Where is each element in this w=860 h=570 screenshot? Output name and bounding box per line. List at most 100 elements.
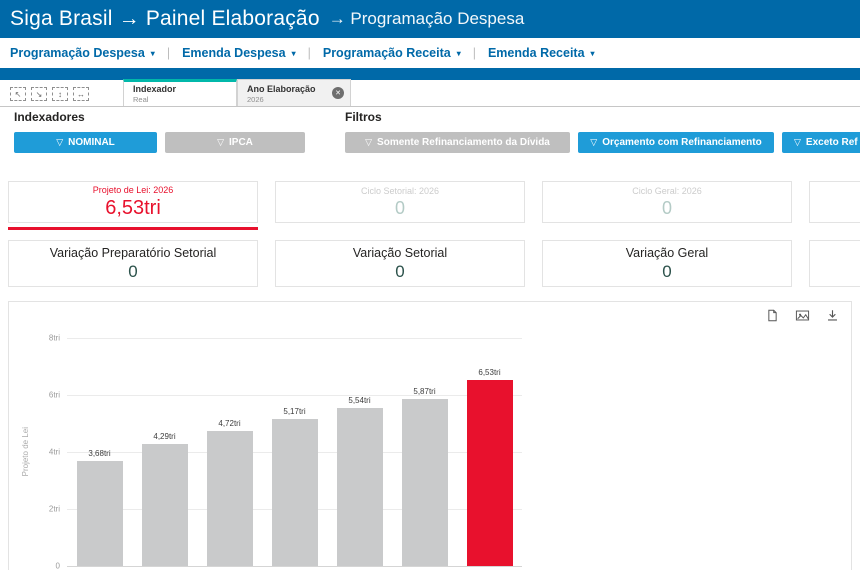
filters-section: Indexadores ▽ NOMINAL ▽ IPCA Filtros ▽ S… xyxy=(0,107,860,173)
selection-tools: ↖ ↘ ↕ ↔ xyxy=(10,87,89,106)
bar-value-label: 3,68tri xyxy=(88,449,111,459)
y-tick-label: 6tri xyxy=(48,390,60,400)
chip-title: Ano Elaboração xyxy=(247,84,316,94)
chevron-down-icon: ▾ xyxy=(456,48,461,58)
kpi-card-ciclo-geral[interactable]: Ciclo Geral: 2026 0 xyxy=(542,181,792,223)
bar-value-label: 5,54tri xyxy=(348,396,371,406)
bar[interactable] xyxy=(401,398,448,566)
nav-item-emenda-receita[interactable]: Emenda Receita ▾ xyxy=(488,46,595,60)
export-data-icon[interactable] xyxy=(766,309,779,322)
chart-actions xyxy=(766,309,839,322)
kpi-label: Variação Setorial xyxy=(352,245,448,260)
nav-item-label: Programação Receita xyxy=(322,46,451,60)
y-tick-label: 4tri xyxy=(48,447,60,457)
bar-value-label: 5,17tri xyxy=(283,406,306,416)
nav-item-programacao-receita[interactable]: Programação Receita ▾ xyxy=(323,46,461,60)
kpi-label: Projeto de Lei: 2026 xyxy=(92,184,174,195)
chip-value: 2026 xyxy=(247,95,264,104)
nominal-button[interactable]: ▽ NOMINAL xyxy=(14,132,157,153)
kpi-row-2: Variação Preparatório Setorial 0 Variaçã… xyxy=(0,240,860,287)
gridline xyxy=(67,395,522,396)
button-label: Orçamento com Refinanciamento xyxy=(602,137,762,148)
filter-chips: Indexador Real Ano Elaboração 2026 ✕ xyxy=(123,79,351,106)
bar[interactable] xyxy=(76,461,123,566)
filtros-heading: Filtros xyxy=(345,110,382,124)
kpi-card-variacao-setorial[interactable]: Variação Setorial 0 xyxy=(275,240,525,287)
reset-zoom-icon[interactable]: ↔ xyxy=(73,87,89,101)
bar-value-label: 5,87tri xyxy=(413,386,436,396)
filter-chip-indexador[interactable]: Indexador Real xyxy=(123,79,237,106)
kpi-row-1: Projeto de Lei: 2026 6,53tri Ciclo Setor… xyxy=(0,181,860,230)
image-icon[interactable] xyxy=(795,309,810,322)
kpi-card-projeto-de-lei[interactable]: Projeto de Lei: 2026 6,53tri xyxy=(8,181,258,230)
download-icon[interactable] xyxy=(826,309,839,322)
bar-group[interactable]: 4,72tri xyxy=(197,338,262,566)
kpi-value: 0 xyxy=(395,261,405,281)
indexadores-group: Indexadores ▽ NOMINAL ▽ IPCA xyxy=(14,110,305,153)
nav-item-programacao-despesa[interactable]: Programação Despesa ▾ xyxy=(10,46,155,60)
bar[interactable] xyxy=(141,443,188,566)
clear-selection-icon[interactable]: ↕ xyxy=(52,87,68,101)
filtros-group: Filtros ▽ Somente Refinanciamento da Dív… xyxy=(345,110,860,153)
nav-item-label: Emenda Despesa xyxy=(182,46,286,60)
y-axis-title: Projeto de Lei xyxy=(21,427,30,477)
y-tick-label: 0 xyxy=(55,561,60,570)
close-icon[interactable]: ✕ xyxy=(332,87,344,99)
bar-value-label: 4,72tri xyxy=(218,419,241,429)
bar[interactable] xyxy=(271,418,318,566)
multi-select-icon[interactable]: ↘ xyxy=(31,87,47,101)
bar-series: 3,68tri 4,29tri 4,72tri 5,17tri 5,54tri 5,87t… xyxy=(67,338,522,566)
nav-separator: | xyxy=(307,46,311,60)
chevron-down-icon: ▾ xyxy=(291,48,296,58)
ipca-button[interactable]: ▽ IPCA xyxy=(165,132,305,153)
somente-refinanciamento-button[interactable]: ▽ Somente Refinanciamento da Dívida xyxy=(345,132,570,153)
kpi-value: 0 xyxy=(662,261,672,281)
chart-plot: Projeto de Lei 8tri 6tri 4tri 2tri 0 3,6… xyxy=(21,334,522,570)
orcamento-com-refinanciamento-button[interactable]: ▽ Orçamento com Refinanciamento xyxy=(578,132,774,153)
page-title: Siga Brasil → Painel Elaboração xyxy=(10,7,320,30)
chip-value: Real xyxy=(133,95,149,104)
main-nav: Programação Despesa ▾ | Emenda Despesa ▾… xyxy=(0,38,860,68)
nav-separator: | xyxy=(166,46,171,60)
bar-group[interactable]: 3,68tri xyxy=(67,338,132,566)
bar-group[interactable]: 5,17tri xyxy=(262,338,327,566)
bar-value-label: 4,29tri xyxy=(153,431,176,441)
filter-chip-ano-elaboracao[interactable]: Ano Elaboração 2026 ✕ xyxy=(237,79,351,106)
bar-group[interactable]: 6,53tri xyxy=(457,338,522,566)
funnel-icon: ▽ xyxy=(365,137,373,147)
selection-rect-icon[interactable]: ↖ xyxy=(10,87,26,101)
nav-item-emenda-despesa[interactable]: Emenda Despesa ▾ xyxy=(182,46,296,60)
chip-title: Indexador xyxy=(133,84,177,94)
funnel-icon: ▽ xyxy=(56,137,64,147)
bar[interactable] xyxy=(206,431,253,566)
kpi-card-variacao-preparatorio-setorial[interactable]: Variação Preparatório Setorial 0 xyxy=(8,240,258,287)
kpi-label: Ciclo Setorial: 2026 xyxy=(360,185,440,196)
y-tick-label: 8tri xyxy=(48,333,60,343)
kpi-label: Ciclo Geral: 2026 xyxy=(632,185,702,196)
page-subtitle: → Programação Despesa xyxy=(328,9,525,28)
bar-group[interactable]: 5,54tri xyxy=(327,338,392,566)
button-label: IPCA xyxy=(229,137,253,148)
kpi-label: Variação Geral xyxy=(625,245,709,260)
funnel-icon: ▽ xyxy=(590,137,598,147)
kpi-card-ciclo-setorial[interactable]: Ciclo Setorial: 2026 0 xyxy=(275,181,525,223)
chart-area: Projeto de Lei 8tri 6tri 4tri 2tri 0 3,6… xyxy=(21,334,522,570)
nav-separator: | xyxy=(472,46,476,60)
kpi-value: 0 xyxy=(128,261,138,281)
bar[interactable] xyxy=(466,379,513,566)
kpi-value: 0 xyxy=(661,197,672,218)
bar-group[interactable]: 5,87tri xyxy=(392,338,457,566)
kpi-card-partial[interactable] xyxy=(809,181,860,223)
button-label: Somente Refinanciamento da Dívida xyxy=(377,137,550,148)
kpi-value: 0 xyxy=(394,197,405,218)
kpi-card-partial[interactable] xyxy=(809,240,860,287)
exceto-refinanciamento-button[interactable]: ▽ Exceto Ref xyxy=(782,132,860,153)
bar[interactable] xyxy=(336,408,383,566)
bar-group[interactable]: 4,29tri xyxy=(132,338,197,566)
gridline xyxy=(67,338,522,339)
kpi-card-variacao-geral[interactable]: Variação Geral 0 xyxy=(542,240,792,287)
button-label: NOMINAL xyxy=(68,137,115,148)
y-tick-label: 2tri xyxy=(48,504,60,514)
accent-bar xyxy=(0,68,860,80)
